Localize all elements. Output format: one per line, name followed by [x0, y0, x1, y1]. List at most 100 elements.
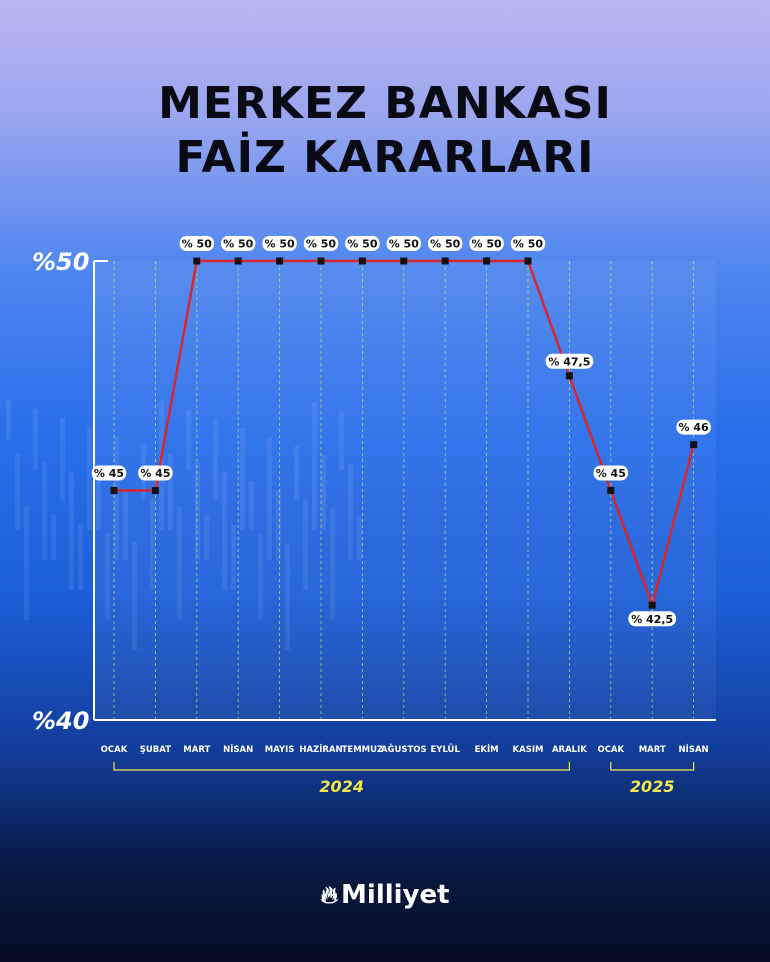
decor-candle	[60, 418, 65, 500]
data-point	[690, 441, 698, 449]
data-label-text: % 46	[679, 421, 710, 434]
plot-background	[94, 261, 716, 720]
data-label: % 50	[386, 236, 421, 251]
x-tick-label: MART	[183, 745, 210, 755]
decor-candle	[285, 543, 290, 650]
decor-candle	[51, 515, 56, 560]
decor-candle	[33, 409, 38, 470]
decor-candle	[69, 471, 74, 590]
decor-candle	[330, 508, 335, 620]
data-point	[524, 257, 532, 265]
decor-candle	[321, 455, 326, 530]
decor-candle	[15, 453, 20, 530]
data-label-bg	[545, 353, 594, 369]
data-label-bg	[510, 236, 546, 251]
data-label: % 50	[179, 236, 214, 251]
data-label-text: % 50	[306, 238, 337, 251]
logo-text: Milliyet	[341, 880, 450, 910]
x-tick-label: MAYIS	[265, 745, 295, 755]
data-label: % 47,5	[545, 353, 594, 369]
decor-candle	[213, 419, 218, 500]
data-label-bg	[628, 611, 676, 627]
x-tick-label: ARALIK	[552, 745, 587, 755]
data-labels: % 45 % 45 % 50 % 50 % 50 % 50 % 50 % 50 % 50 % 50…	[91, 236, 711, 627]
decor-candle	[339, 411, 344, 470]
decor-candle	[42, 462, 47, 560]
data-label-text: % 50	[472, 238, 503, 251]
data-label-bg	[469, 236, 504, 251]
data-label-bg	[221, 236, 256, 251]
decor-candle	[222, 472, 227, 590]
decor-candle	[6, 400, 11, 440]
data-point	[607, 487, 615, 494]
title-line-1: MERKEZ BANKASI	[158, 78, 612, 129]
decor-candle	[150, 498, 155, 590]
data-label: % 50	[469, 236, 504, 251]
data-label-text: % 50	[430, 238, 461, 251]
decor-candle	[114, 436, 119, 560]
data-label: % 42,5	[628, 611, 676, 627]
decor-candle	[87, 427, 92, 530]
x-tick-label: NİSAN	[679, 744, 709, 755]
x-tick-label: MART	[639, 745, 666, 755]
decor-candle	[303, 499, 308, 590]
axes: %50 %40	[32, 248, 716, 735]
data-label: % 50	[345, 236, 380, 251]
data-label-text: % 45	[596, 467, 626, 480]
data-label-text: % 50	[265, 238, 296, 251]
decor-candle	[231, 525, 236, 590]
decor-candle	[78, 524, 83, 590]
data-point	[483, 257, 491, 265]
data-point	[441, 257, 449, 265]
data-label-bg	[179, 236, 214, 251]
data-label-text: % 45	[94, 467, 124, 480]
data-label-bg	[262, 236, 297, 251]
data-label: % 45	[91, 465, 127, 481]
x-tick-label: EKİM	[475, 744, 499, 755]
year-groups: 2024 2025	[113, 762, 695, 796]
x-tick-labels: OCAK ŞUBAT MART NİSAN MAYIS HAZİRANTEMMUZAĞUS…	[101, 743, 709, 755]
year-bracket	[610, 762, 695, 771]
title-line-2: FAİZ KARARLARI	[175, 132, 595, 183]
data-point	[648, 601, 656, 609]
decor-candle	[294, 446, 299, 500]
x-tick-label: HAZİRAN	[299, 744, 342, 755]
data-label: % 46	[676, 419, 711, 435]
decor-candle	[357, 517, 362, 560]
data-label-text: % 50	[513, 238, 544, 251]
y-tick-label: %40	[32, 707, 89, 735]
decor-candle	[96, 480, 101, 530]
data-label: % 50	[303, 236, 339, 251]
decor-candle	[105, 533, 110, 620]
data-label: % 50	[510, 236, 546, 251]
year-label: 2025	[630, 777, 675, 796]
data-label: % 50	[428, 236, 463, 251]
data-label: % 45	[593, 465, 628, 481]
x-tick-label: TEMMUZ	[342, 745, 384, 755]
data-label-text: % 50	[347, 238, 378, 251]
data-label-bg	[676, 419, 711, 435]
decor-candle	[204, 516, 209, 560]
data-label-text: % 50	[223, 238, 254, 251]
data-label-bg	[428, 236, 463, 251]
data-label-text: % 45	[140, 467, 170, 480]
data-label-text: % 42,5	[631, 613, 673, 626]
year-bracket	[113, 762, 570, 771]
data-label-bg	[91, 465, 127, 481]
flame-icon: 🔥︎	[320, 881, 339, 909]
x-tick-label: OCAK	[597, 745, 624, 755]
data-point	[193, 257, 201, 265]
data-point	[565, 372, 573, 380]
data-point	[400, 257, 408, 265]
data-label-bg	[593, 465, 628, 481]
data-label-text: % 47,5	[548, 355, 590, 368]
data-label-bg	[138, 465, 173, 481]
decor-candle	[132, 542, 137, 650]
x-tick-label: EYLÜL	[430, 744, 460, 755]
data-point	[276, 257, 284, 265]
data-label-text: % 50	[182, 238, 213, 251]
data-point	[234, 257, 242, 265]
data-point	[358, 257, 366, 265]
